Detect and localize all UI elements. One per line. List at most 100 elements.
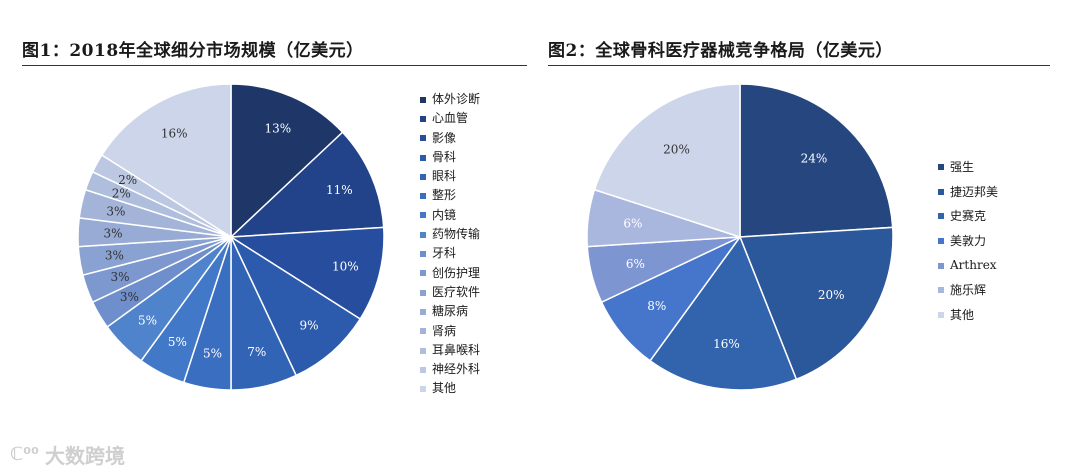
chart1-slice-0 [230,83,344,239]
chart1-legend-label-1: 心血管 [432,111,469,126]
chart2-data-label-1: 20% [818,288,845,302]
chart1-legend-label-7: 药物传输 [432,227,481,242]
chart1-data-label-12: 3% [106,204,125,218]
chart1-legend-swatch-13 [420,347,426,354]
chart2-legend-swatch-0 [938,164,944,171]
chart2-legend-label-4: Arthrex [950,258,997,273]
pie-chart-1: 13% 11% 10% 9% 7% 5% 5% 5% 3% 3% 3% 3% 3% 2%2% 16% [77,83,385,391]
chart1-legend-item-5: 整形 [420,186,480,205]
chart1-data-label-4: 7% [247,345,266,359]
watermark: ℂ⁰⁰ 大数跨境 [10,440,125,469]
chart1-legend: 体外诊断心血管影像 骨科眼科整形内镜药物传输牙科创伤护理医疗软件糖尿病肾病耳鼻喉科… [420,90,480,399]
chart1-legend-label-9: 创伤护理 [432,265,481,280]
chart1-legend-label-8: 牙科 [432,246,457,261]
chart1-data-label-10: 3% [105,248,124,262]
chart2-data-label-5: 6% [623,216,642,230]
chart1-data-label-8: 3% [120,290,139,304]
chart1-data-label-14: 2% [118,173,137,187]
chart1-legend-swatch-4 [420,173,426,180]
chart1-legend-label-11: 糖尿病 [432,304,469,319]
chart1-legend-label-15: 其他 [432,381,457,396]
chart1-legend-item-6: 内镜 [420,206,480,225]
watermark-text: 大数跨境 [44,444,125,468]
chart1-legend-swatch-5 [420,193,426,200]
chart2-legend-item-5: 施乐辉 [938,278,998,303]
chart2-title-rule [548,65,1050,66]
watermark-logo-icon: ℂ⁰⁰ [10,444,39,465]
chart2-slice-2 [649,235,798,391]
chart2-slice-6 [593,83,741,239]
chart1-data-label-1: 11% [326,183,353,197]
chart1-legend-label-6: 内镜 [432,207,457,222]
chart1-legend-swatch-15 [420,386,426,393]
chart1-legend-swatch-8 [420,251,426,258]
chart1-legend-item-9: 创伤护理 [420,264,480,283]
chart1-slice-1 [228,131,385,238]
chart1-legend-item-15: 其他 [420,379,480,398]
chart2-legend: 强生捷迈邦美史赛克美敦力 Arthrex 施乐辉其他 [938,155,998,327]
chart2-legend-label-3: 美敦力 [950,233,987,248]
chart1-data-label-5: 5% [203,347,222,361]
chart2-legend-swatch-4 [938,262,944,269]
chart1-data-label-13: 2% [112,187,131,201]
chart1-slice-15 [100,83,232,239]
chart2-legend-item-0: 强生 [938,155,998,180]
chart2-legend-swatch-2 [938,213,944,220]
chart1-legend-item-14: 神经外科 [420,360,480,379]
chart1-legend-item-11: 糖尿病 [420,302,480,321]
chart1-legend-item-0: 体外诊断 [420,90,480,109]
chart1-legend-item-7: 药物传输 [420,225,480,244]
chart1-slice-3 [229,234,362,377]
chart2-data-label-4: 6% [626,257,645,271]
chart1-legend-item-2: 影像 [420,129,480,148]
chart2-legend-label-0: 强生 [950,160,975,174]
chart1-legend-item-1: 心血管 [420,109,480,128]
chart2-legend-item-2: 史赛克 [938,204,998,229]
chart1-legend-swatch-10 [420,289,426,296]
chart1-legend-item-13: 耳鼻喉科 [420,341,480,360]
chart1-legend-label-5: 整形 [432,188,457,203]
chart2-data-label-0: 24% [801,151,828,165]
chart2-legend-label-2: 史赛克 [950,209,987,224]
chart1-legend-swatch-1 [420,115,426,122]
chart1-legend-label-0: 体外诊断 [432,92,481,106]
chart1-legend-label-13: 耳鼻喉科 [432,342,481,357]
chart1-legend-label-12: 肾病 [432,323,457,338]
chart1-legend-swatch-0 [420,96,426,103]
chart1-data-label-15: 16% [161,127,188,141]
chart1-legend-item-12: 肾病 [420,322,480,341]
chart2-title: 图2：全球骨科医疗器械竞争格局（亿美元） [548,41,893,61]
chart1-legend-swatch-7 [420,231,426,238]
chart2-data-label-6: 20% [663,143,690,157]
chart1-slice-2 [228,226,385,321]
chart1-legend-label-4: 眼科 [432,169,457,184]
chart1-title-rule [22,65,527,66]
chart2-legend-item-4: Arthrex [938,253,998,278]
chart1-legend-item-10: 医疗软件 [420,283,480,302]
chart1-legend-swatch-6 [420,212,426,219]
chart1-legend-item-4: 眼科 [420,167,480,186]
chart1-data-label-0: 13% [265,122,292,136]
chart2-legend-label-6: 其他 [950,307,975,322]
chart2-data-label-3: 8% [647,299,666,313]
chart1-data-label-3: 9% [300,319,319,333]
chart2-legend-item-1: 捷迈邦美 [938,180,998,205]
chart1-legend-swatch-2 [420,135,426,142]
chart1-data-label-6: 5% [168,335,187,349]
chart1-legend-item-3: 骨科 [420,148,480,167]
chart1-legend-item-8: 牙科 [420,244,480,263]
chart2-legend-item-3: 美敦力 [938,229,998,254]
chart2-legend-label-1: 捷迈邦美 [950,184,999,199]
chart2-legend-swatch-1 [938,188,944,195]
chart2-legend-label-5: 施乐辉 [950,282,987,297]
chart1-data-label-7: 5% [138,313,157,327]
chart2-legend-item-6: 其他 [938,303,998,328]
chart2-legend-swatch-3 [938,238,944,245]
chart1-legend-swatch-12 [420,328,426,335]
chart2-slice-0 [739,83,894,238]
chart2-data-label-2: 16% [713,337,740,351]
chart1-title: 图1：2018年全球细分市场规模（亿美元） [22,41,364,61]
chart1-legend-label-14: 神经外科 [432,362,481,377]
chart1-legend-swatch-14 [420,366,426,373]
